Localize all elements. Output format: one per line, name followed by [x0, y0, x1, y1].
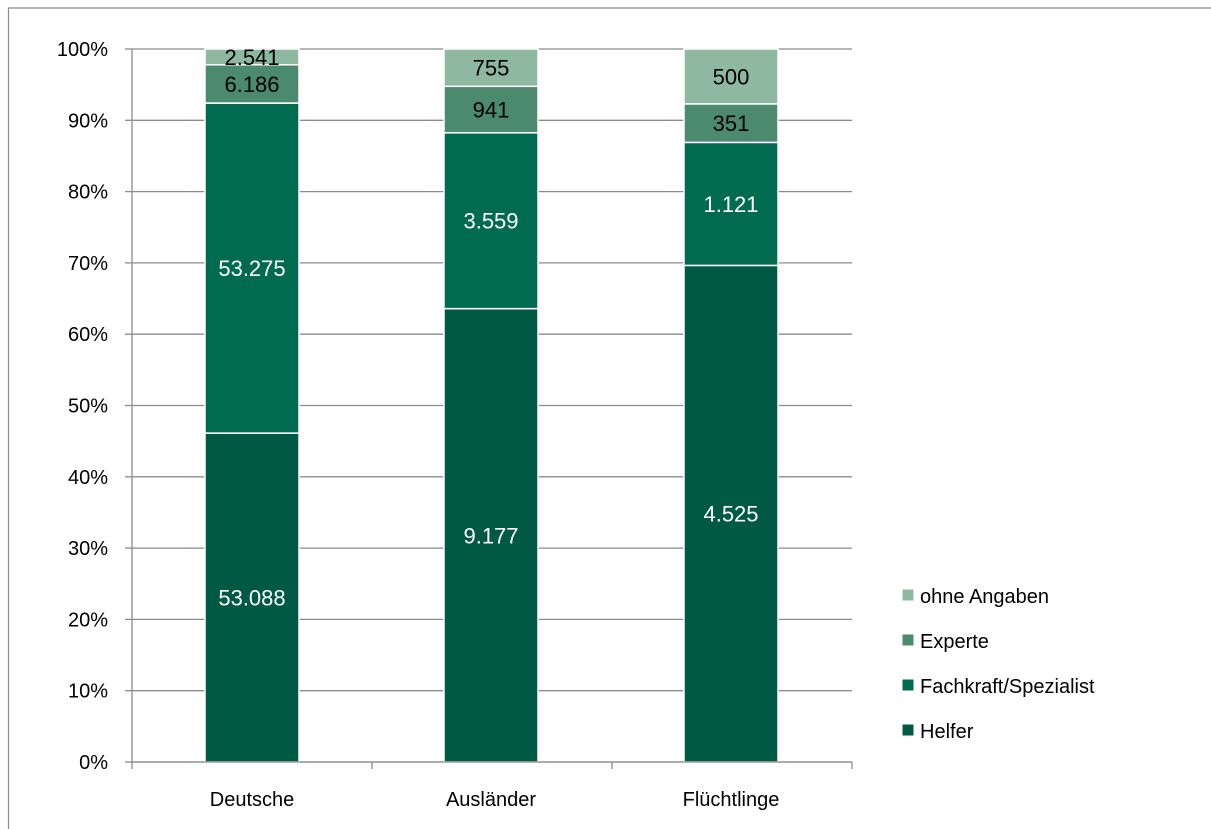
legend-label: ohne Angaben — [920, 586, 1049, 608]
y-tick-label: 10% — [68, 681, 108, 703]
bar-segment — [443, 85, 539, 134]
y-tick-label: 20% — [68, 609, 108, 631]
data-label: 6.186 — [224, 72, 279, 97]
data-label: 53.088 — [218, 586, 285, 611]
y-tick-label: 0% — [79, 752, 108, 774]
data-label: 53.275 — [218, 256, 285, 281]
data-label: 3.559 — [463, 209, 518, 234]
data-label: 500 — [713, 64, 750, 89]
y-tick-label: 50% — [68, 396, 108, 418]
legend-swatch — [901, 723, 915, 737]
bar-segment — [204, 102, 300, 434]
legend-swatch — [901, 588, 915, 602]
bar-segment — [443, 48, 539, 88]
legend-swatch — [901, 633, 915, 647]
y-tick-label: 90% — [68, 110, 108, 132]
bar-segment — [204, 432, 300, 763]
gridlines — [7, 7, 1211, 829]
legend-label: Fachkraft/Spezialist — [920, 676, 1095, 698]
data-label: 1.121 — [703, 192, 758, 217]
bar-segment — [443, 132, 539, 310]
legend-label: Helfer — [920, 721, 974, 743]
bar-segment — [443, 307, 539, 763]
y-axis: 0% 10% 20% 30% 40% 50% 60% 70% 80% 90% 100% — [57, 39, 133, 774]
y-tick-label: 60% — [68, 324, 108, 346]
data-label: 9.177 — [463, 523, 518, 548]
x-tick-label: Flüchtlinge — [683, 789, 780, 811]
x-axis: Deutsche Ausländer Flüchtlinge — [131, 761, 853, 811]
data-label: 4.525 — [703, 502, 758, 527]
data-label: 2.541 — [224, 45, 279, 70]
bar-segment — [204, 48, 300, 66]
data-label: 755 — [473, 56, 510, 81]
y-tick-label: 40% — [68, 467, 108, 489]
y-tick-label: 100% — [57, 39, 108, 61]
legend-label: Experte — [920, 631, 989, 653]
y-tick-label: 80% — [68, 182, 108, 204]
data-label: 941 — [473, 98, 510, 123]
y-tick-label: 70% — [68, 253, 108, 275]
bars — [204, 48, 779, 763]
legend: ohne Angaben Experte Fachkraft/Spezialist H… — [901, 586, 1095, 743]
bar-segment — [204, 63, 300, 104]
data-label: 351 — [713, 111, 750, 136]
bar-segment — [683, 103, 779, 144]
x-tick-label: Ausländer — [446, 789, 536, 811]
x-tick-label: Deutsche — [210, 789, 295, 811]
y-tick-label: 30% — [68, 538, 108, 560]
bar-segment — [683, 48, 779, 105]
legend-swatch — [901, 678, 915, 692]
bar-segment — [683, 141, 779, 267]
